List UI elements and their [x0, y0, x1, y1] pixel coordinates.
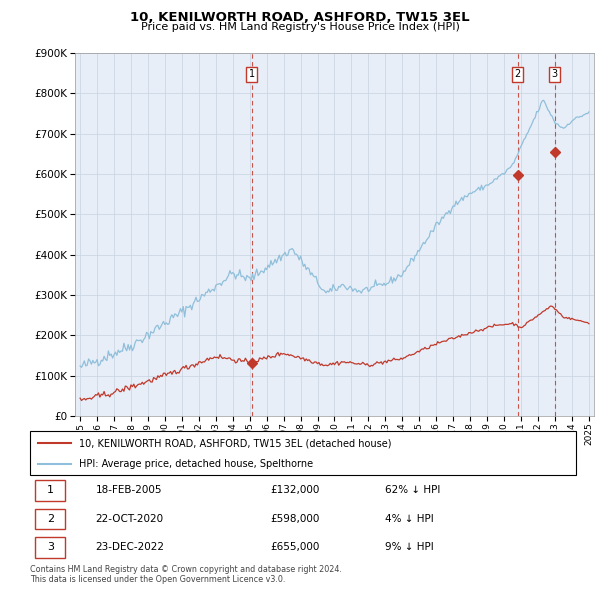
Text: 22-OCT-2020: 22-OCT-2020: [95, 514, 164, 524]
Text: HPI: Average price, detached house, Spelthorne: HPI: Average price, detached house, Spel…: [79, 459, 313, 469]
Text: 1: 1: [47, 486, 54, 496]
Bar: [35, 480, 65, 501]
Text: 3: 3: [551, 70, 558, 80]
Text: 2: 2: [47, 514, 54, 524]
Text: 3: 3: [47, 542, 54, 552]
Bar: [35, 537, 65, 558]
Text: Price paid vs. HM Land Registry's House Price Index (HPI): Price paid vs. HM Land Registry's House …: [140, 22, 460, 32]
Text: 10, KENILWORTH ROAD, ASHFORD, TW15 3EL (detached house): 10, KENILWORTH ROAD, ASHFORD, TW15 3EL (…: [79, 438, 392, 448]
Text: This data is licensed under the Open Government Licence v3.0.: This data is licensed under the Open Gov…: [30, 575, 286, 584]
Text: 9% ↓ HPI: 9% ↓ HPI: [385, 542, 434, 552]
Text: 18-FEB-2005: 18-FEB-2005: [95, 486, 162, 496]
Text: £655,000: £655,000: [270, 542, 320, 552]
Text: 10, KENILWORTH ROAD, ASHFORD, TW15 3EL: 10, KENILWORTH ROAD, ASHFORD, TW15 3EL: [130, 11, 470, 24]
Text: 1: 1: [248, 70, 255, 80]
Text: £132,000: £132,000: [270, 486, 320, 496]
Text: 62% ↓ HPI: 62% ↓ HPI: [385, 486, 440, 496]
Text: 23-DEC-2022: 23-DEC-2022: [95, 542, 164, 552]
Text: Contains HM Land Registry data © Crown copyright and database right 2024.: Contains HM Land Registry data © Crown c…: [30, 565, 342, 574]
Text: 4% ↓ HPI: 4% ↓ HPI: [385, 514, 434, 524]
Bar: [35, 509, 65, 529]
Text: 2: 2: [515, 70, 521, 80]
Text: £598,000: £598,000: [270, 514, 320, 524]
